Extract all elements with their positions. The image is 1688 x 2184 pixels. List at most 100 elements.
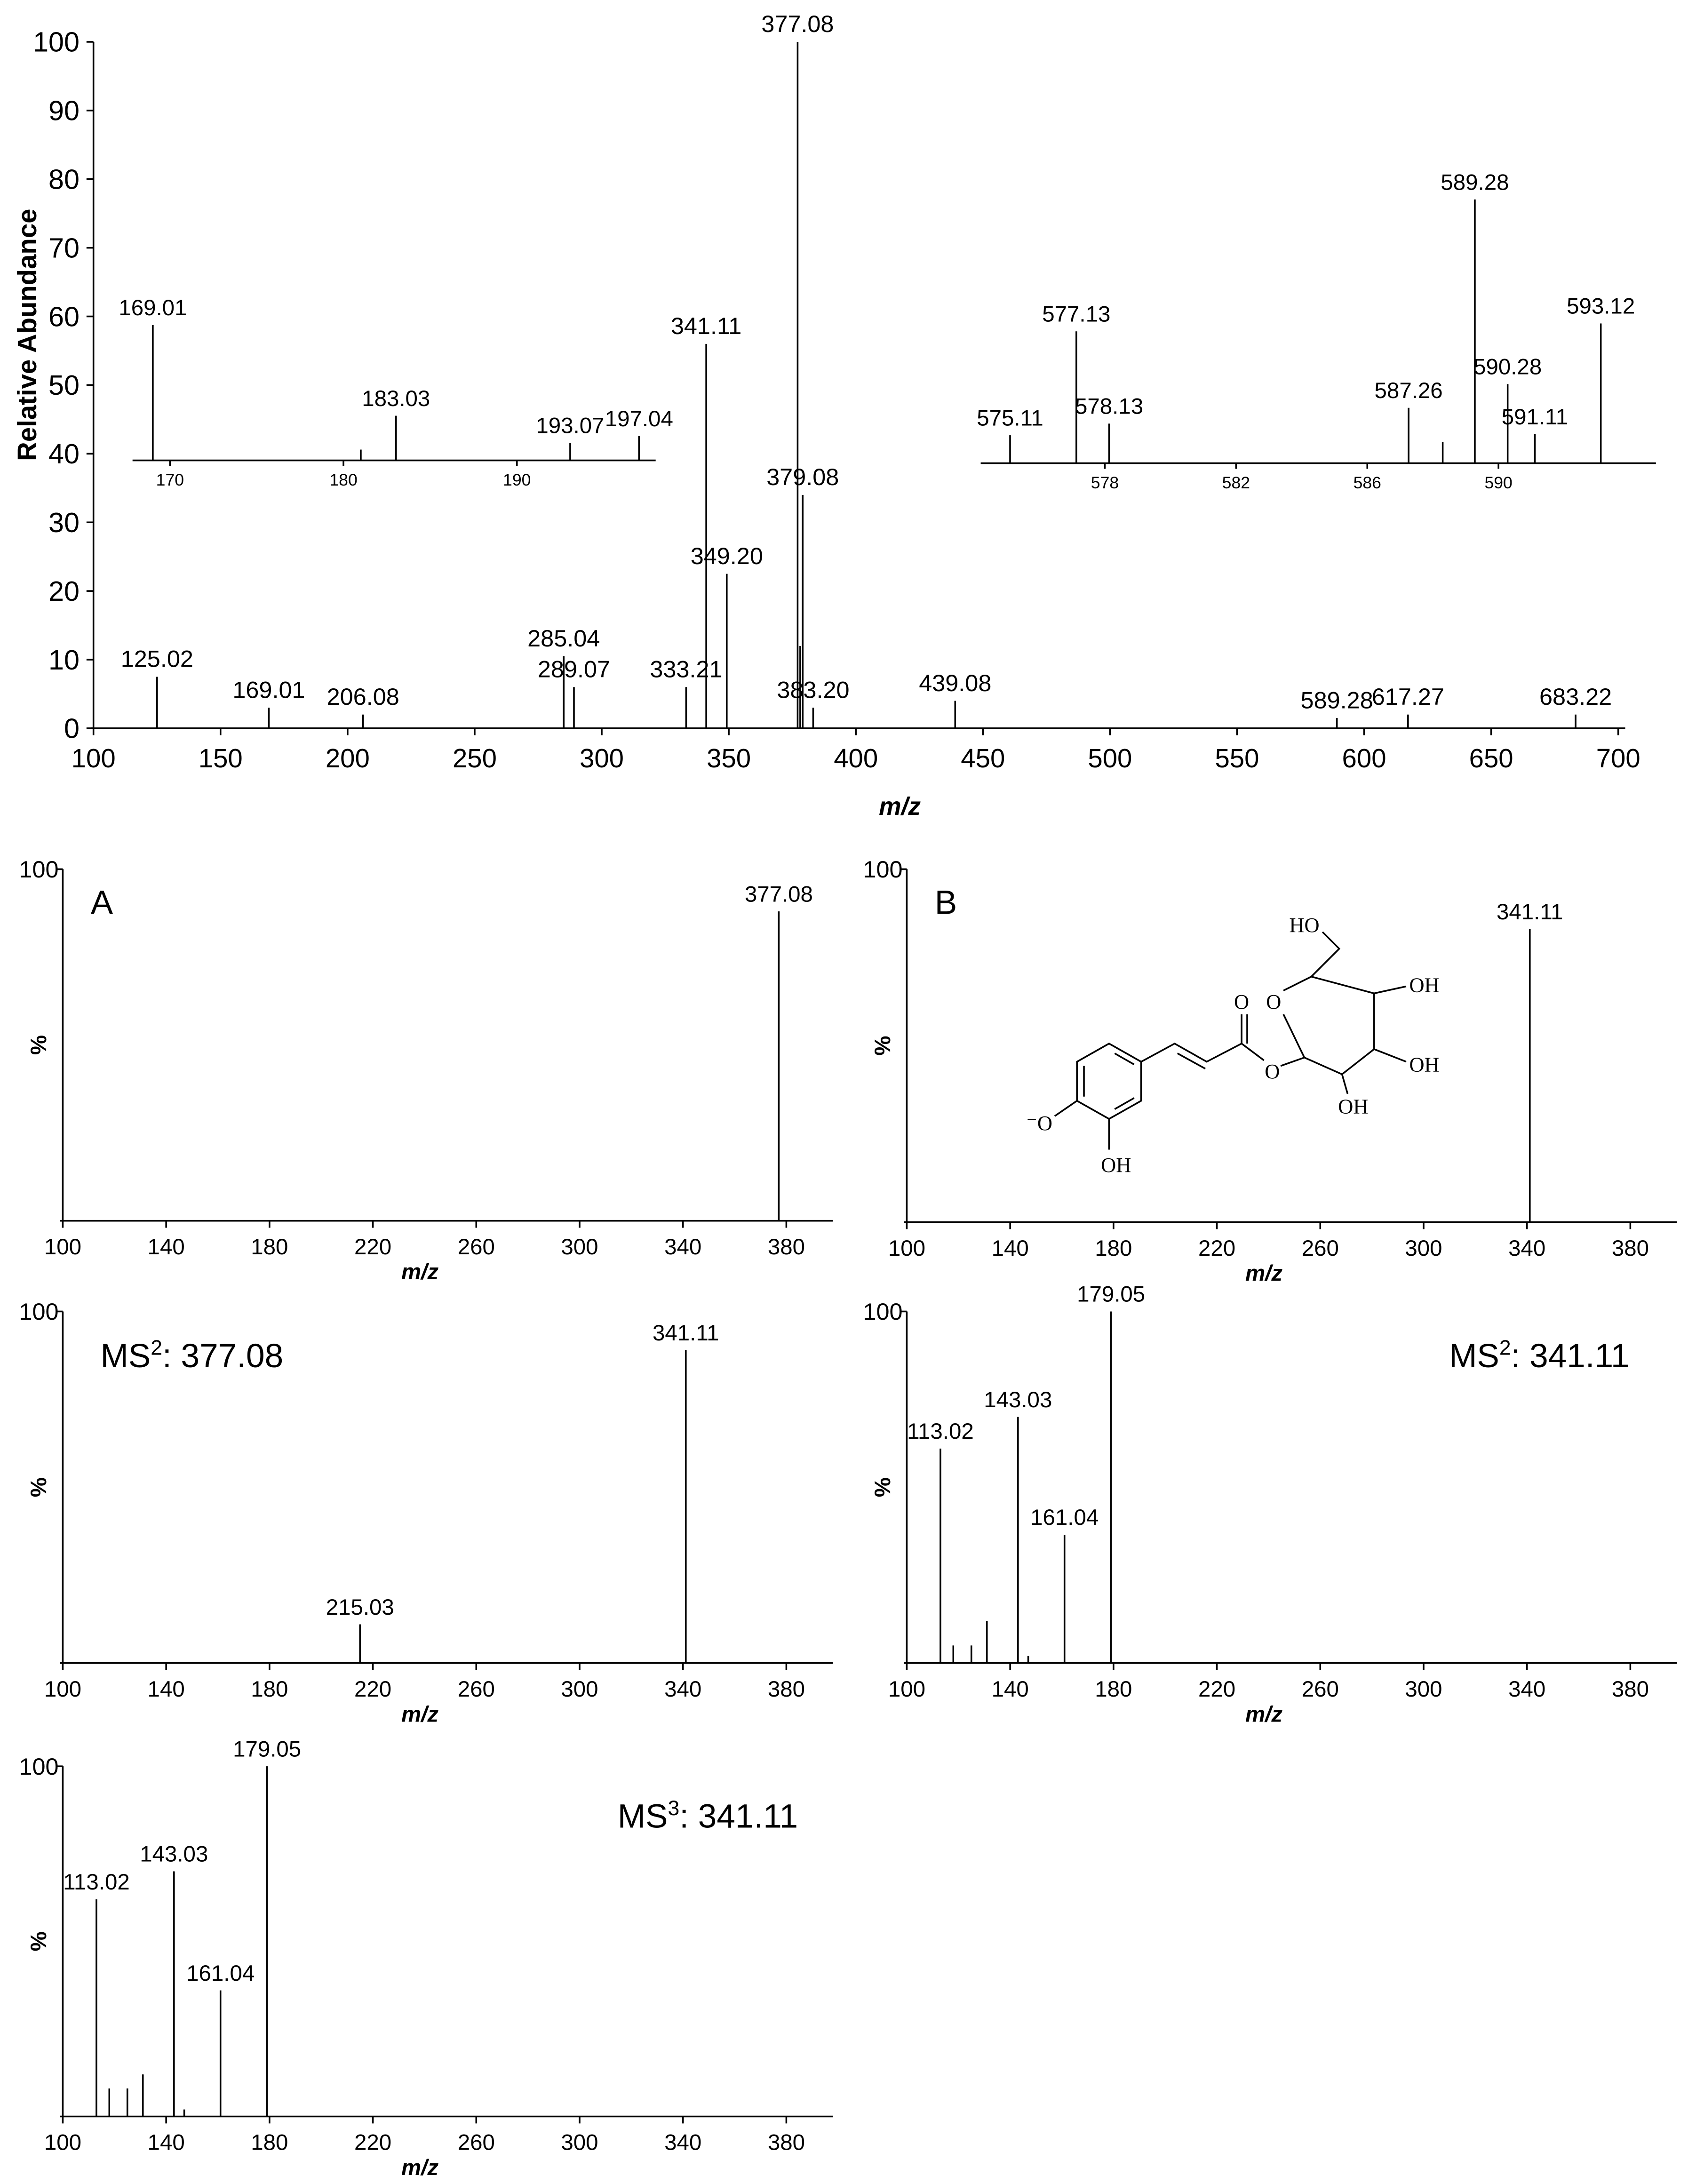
y-tick-label: 100 bbox=[863, 856, 902, 883]
x-tick-label: 340 bbox=[1508, 1236, 1545, 1261]
x-tick-label: 260 bbox=[1302, 1236, 1339, 1261]
peak-label: 169.01 bbox=[232, 676, 305, 703]
atom-label: ⁻O bbox=[1026, 1111, 1052, 1135]
x-tick-label: 150 bbox=[199, 743, 243, 773]
panel-annotation: MS3: 341.11 bbox=[618, 1797, 798, 1835]
annotation-part: 2 bbox=[151, 1336, 162, 1359]
y-tick-label: 40 bbox=[48, 438, 80, 470]
peak-label: 341.11 bbox=[671, 312, 741, 339]
atom-label: O bbox=[1265, 1060, 1280, 1083]
x-tick-label: 590 bbox=[1484, 473, 1512, 492]
x-tick-label: 100 bbox=[888, 1236, 925, 1261]
x-tick-label: 140 bbox=[148, 1235, 185, 1259]
peak-label: 683.22 bbox=[1539, 683, 1612, 710]
x-tick-label: 100 bbox=[44, 2130, 81, 2155]
x-tick-label: 582 bbox=[1222, 473, 1250, 492]
peak-label: 161.04 bbox=[186, 1961, 255, 1986]
peak-label: 617.27 bbox=[1372, 683, 1444, 710]
y-axis-title: Relative Abundance bbox=[12, 209, 42, 461]
peak-label: 197.04 bbox=[605, 407, 673, 431]
atom-label: OH bbox=[1409, 973, 1439, 996]
atom-label: OH bbox=[1101, 1153, 1131, 1177]
x-tick-label: 586 bbox=[1354, 473, 1381, 492]
peak-label: 341.11 bbox=[653, 1321, 719, 1346]
y-tick-label: 20 bbox=[48, 575, 80, 607]
x-tick-label: 300 bbox=[1405, 1236, 1442, 1261]
y-tick-label: 30 bbox=[48, 507, 80, 538]
peak-label: 215.03 bbox=[326, 1595, 394, 1620]
x-tick-label: 400 bbox=[834, 743, 878, 773]
peak-label: 179.05 bbox=[1077, 1282, 1145, 1307]
peak-label: 125.02 bbox=[121, 646, 193, 672]
x-tick-label: 100 bbox=[44, 1235, 81, 1259]
x-tick-label: 500 bbox=[1088, 743, 1132, 773]
peak-label: 341.11 bbox=[1497, 900, 1563, 925]
x-tick-label: 250 bbox=[453, 743, 497, 773]
peak-label: 377.08 bbox=[761, 10, 834, 37]
annotation-part: MS bbox=[101, 1338, 151, 1375]
peak-label: 587.26 bbox=[1375, 378, 1443, 403]
x-tick-label: 220 bbox=[354, 1235, 391, 1259]
x-tick-label: 300 bbox=[561, 2130, 598, 2155]
peak-label: 349.20 bbox=[691, 542, 763, 569]
atom-label: OH bbox=[1338, 1094, 1368, 1118]
peak-label: 577.13 bbox=[1042, 302, 1110, 327]
x-tick-label: 260 bbox=[458, 2130, 495, 2155]
x-tick-label: 180 bbox=[1095, 1236, 1132, 1261]
x-tick-label: 180 bbox=[251, 2130, 288, 2155]
atom-label: O bbox=[1234, 990, 1249, 1013]
peak-label: 143.03 bbox=[984, 1387, 1052, 1412]
y-tick-label: 10 bbox=[48, 644, 80, 676]
x-tick-label: 600 bbox=[1342, 743, 1386, 773]
y-tick-label: 0 bbox=[64, 713, 80, 744]
x-tick-label: 340 bbox=[664, 2130, 701, 2155]
panel-annotation: A bbox=[91, 884, 113, 921]
peak-label: 593.12 bbox=[1567, 294, 1635, 319]
x-tick-label: 300 bbox=[561, 1235, 598, 1259]
x-axis-title: m/z bbox=[879, 793, 921, 821]
y-tick-label: 90 bbox=[48, 95, 80, 127]
peak-label: 285.04 bbox=[527, 625, 600, 652]
y-tick-label: 50 bbox=[48, 369, 80, 401]
y-tick-label: 100 bbox=[19, 1753, 58, 1780]
x-tick-label: 100 bbox=[72, 743, 116, 773]
y-axis-title: % bbox=[870, 1477, 895, 1497]
x-tick-label: 220 bbox=[1198, 1677, 1235, 1702]
y-axis-title: % bbox=[870, 1036, 895, 1055]
annotation-part: : 341.11 bbox=[679, 1798, 798, 1835]
x-tick-label: 190 bbox=[503, 470, 531, 489]
x-tick-label: 340 bbox=[1508, 1677, 1545, 1702]
x-tick-label: 350 bbox=[707, 743, 751, 773]
y-tick-label: 70 bbox=[48, 232, 80, 263]
x-axis-title: m/z bbox=[401, 1702, 438, 1727]
x-axis-title: m/z bbox=[401, 2155, 438, 2180]
annotation-part: : 341.11 bbox=[1511, 1338, 1630, 1375]
x-tick-label: 140 bbox=[148, 2130, 185, 2155]
x-tick-label: 220 bbox=[1198, 1236, 1235, 1261]
peak-label: 113.02 bbox=[63, 1870, 130, 1895]
y-axis-title: % bbox=[26, 1477, 51, 1497]
atom-label: O bbox=[1266, 990, 1281, 1013]
annotation-part: MS bbox=[618, 1798, 668, 1835]
x-tick-label: 340 bbox=[664, 1677, 701, 1702]
panel-annotation: MS2: 377.08 bbox=[101, 1336, 284, 1375]
annotation-part: : 377.08 bbox=[162, 1338, 283, 1375]
peak-label: 183.03 bbox=[362, 386, 430, 411]
x-tick-label: 300 bbox=[580, 743, 624, 773]
x-tick-label: 380 bbox=[768, 1235, 805, 1259]
x-tick-label: 260 bbox=[1302, 1677, 1339, 1702]
y-tick-label: 80 bbox=[48, 164, 80, 195]
peak-label: 439.08 bbox=[919, 670, 991, 696]
x-tick-label: 170 bbox=[156, 470, 184, 489]
x-tick-label: 220 bbox=[354, 2130, 391, 2155]
x-tick-label: 180 bbox=[1095, 1677, 1132, 1702]
y-tick-label: 100 bbox=[19, 856, 58, 883]
x-axis-title: m/z bbox=[1245, 1702, 1282, 1727]
x-tick-label: 140 bbox=[992, 1236, 1029, 1261]
peak-label: 161.04 bbox=[1030, 1505, 1099, 1530]
x-tick-label: 380 bbox=[768, 2130, 805, 2155]
annotation-part: 3 bbox=[668, 1797, 680, 1820]
x-tick-label: 180 bbox=[251, 1677, 288, 1702]
annotation-part: A bbox=[91, 884, 113, 921]
